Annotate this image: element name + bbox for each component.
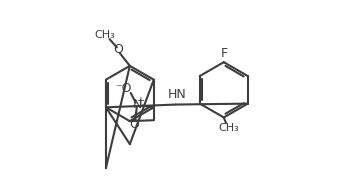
Text: HN: HN bbox=[168, 88, 186, 101]
Text: +: + bbox=[136, 96, 144, 106]
Text: CH₃: CH₃ bbox=[218, 123, 239, 133]
Text: N: N bbox=[132, 98, 142, 111]
Text: O: O bbox=[113, 43, 123, 56]
Text: O: O bbox=[130, 118, 139, 131]
Text: F: F bbox=[221, 47, 228, 60]
Text: CH₃: CH₃ bbox=[95, 30, 116, 39]
Text: ⁻O: ⁻O bbox=[116, 82, 132, 95]
